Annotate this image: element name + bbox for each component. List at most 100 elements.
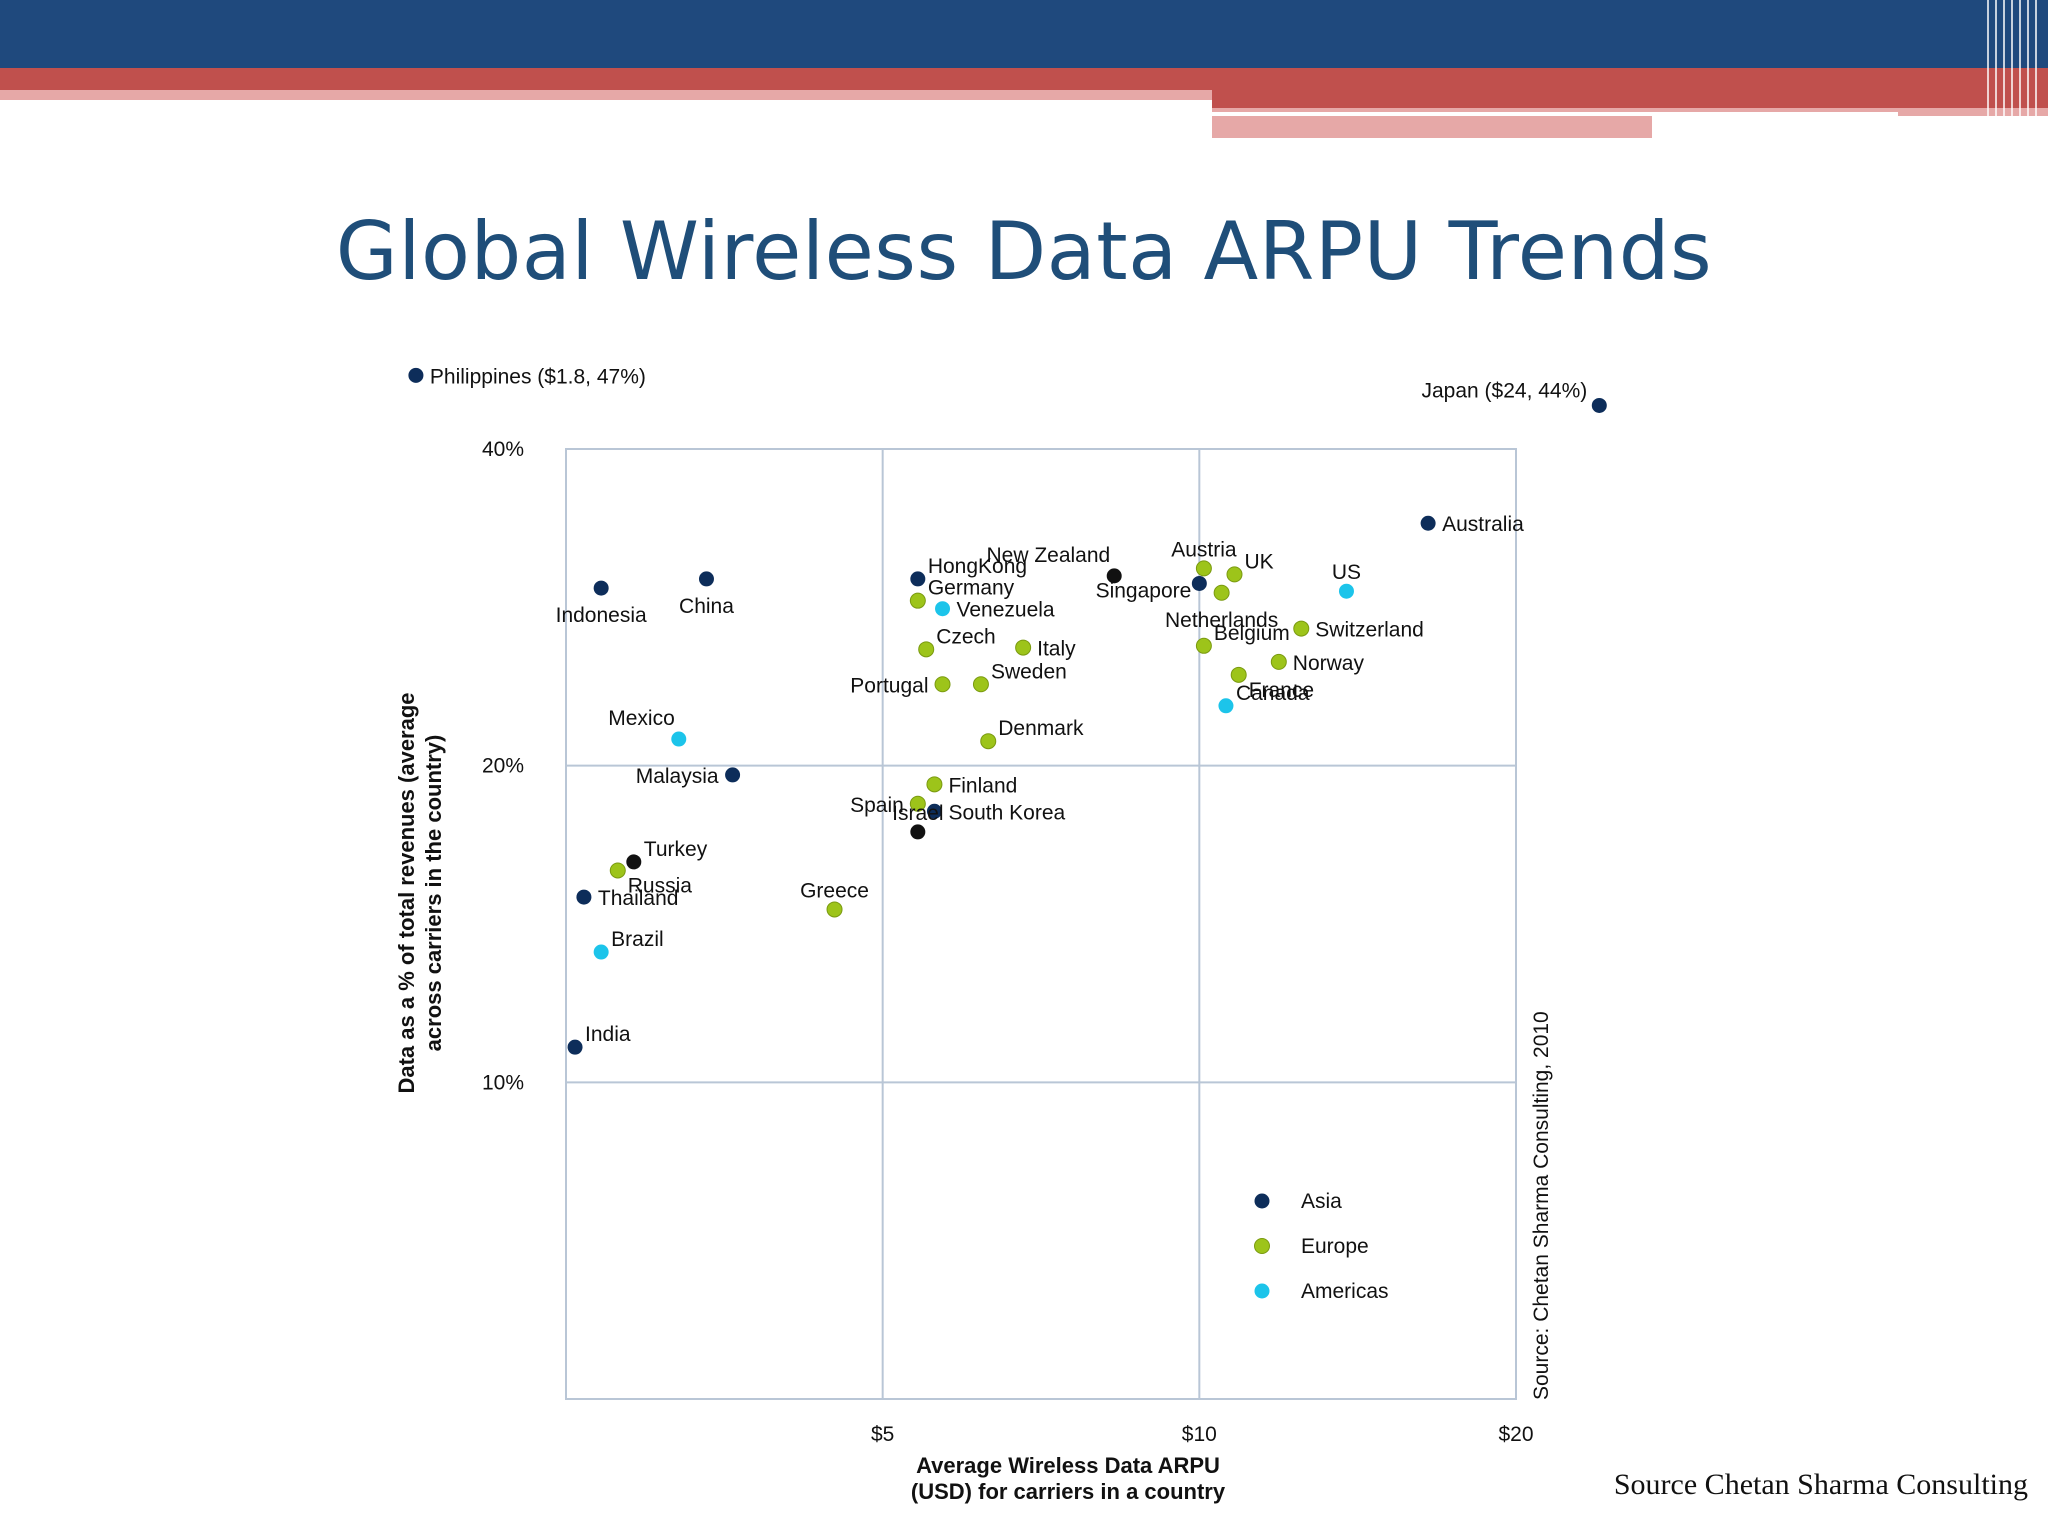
footer-source: Source Chetan Sharma Consulting [1613,1468,2028,1501]
data-point [1015,639,1032,656]
slide-header-banner [0,0,2048,138]
banner-pink-bar-bottom [1212,116,1652,138]
y-tick-label: 40% [482,438,524,461]
data-label: Mexico [608,707,675,730]
data-point [408,367,424,383]
data-point [1218,698,1234,714]
data-label: US [1332,561,1361,584]
data-point [1591,397,1607,413]
data-label: Philippines ($1.8, 47%) [430,365,646,388]
data-label: Japan ($24, 44%) [1422,379,1588,402]
data-point [1420,515,1436,531]
banner-edge-lines [1987,0,2037,138]
data-label: Spain [850,794,904,817]
x-axis-title: Average Wireless Data ARPU [916,1453,1220,1478]
data-point [909,592,926,609]
x-tick-label: $10 [1182,1423,1217,1446]
legend-marker [1254,1193,1270,1209]
data-label: Austria [1171,538,1237,561]
data-label: Czech [936,625,996,648]
data-label: Sweden [991,660,1067,683]
data-label: Australia [1442,513,1524,536]
data-point [910,824,926,840]
data-label: Turkey [644,838,708,861]
data-point [725,767,741,783]
data-point [1226,566,1243,583]
data-point [909,795,926,812]
data-label: Thailand [598,887,679,910]
y-tick-label: 10% [482,1071,524,1094]
x-axis-title: (USD) for carriers in a country [911,1479,1226,1504]
banner-red-bar [0,68,2048,90]
data-label: HongKong [928,555,1027,578]
data-point [935,601,951,617]
data-point [576,889,592,905]
data-point [698,571,714,587]
data-label: South Korea [948,801,1065,824]
y-tick-label: 20% [482,755,524,778]
data-point [609,862,626,879]
data-label: Portugal [850,674,928,697]
data-label: Malaysia [636,765,719,788]
banner-blue-bar [0,0,2048,68]
data-label: Denmark [998,717,1084,740]
data-label: UK [1244,550,1273,573]
data-point [593,580,609,596]
data-point [1106,568,1122,584]
y-axis-title: across carriers in the country) [421,735,446,1052]
data-point [926,776,943,793]
banner-pink-bar-left [0,90,1212,100]
slide-title: Global Wireless Data ARPU Trends [335,205,1713,298]
legend-marker [1254,1238,1270,1254]
data-point [826,901,843,918]
data-point [1293,620,1310,637]
data-point [918,641,935,658]
data-point [1338,583,1354,599]
data-point [567,1039,583,1055]
data-point [1213,584,1230,601]
data-point [980,733,997,750]
data-label: France [1249,679,1314,702]
banner-white-stripe [1212,112,1898,116]
data-point [1195,560,1212,577]
data-point [926,803,942,819]
data-label: Indonesia [556,604,647,627]
data-label: Venezuela [957,599,1055,622]
data-label: Canada [1236,682,1310,705]
legend-label: Europe [1301,1235,1369,1258]
data-point [671,731,687,747]
source-note: Source: Chetan Sharma Consulting, 2010 [1530,1011,1553,1400]
data-point [972,676,989,693]
legend-marker [1254,1283,1270,1299]
data-label: Belgium [1214,622,1290,645]
x-tick-label: $20 [1498,1423,1533,1446]
data-point [1195,637,1212,654]
data-label: Netherlands [1165,609,1278,632]
data-point [1270,653,1287,670]
data-label: Russia [628,874,693,897]
legend-label: Asia [1301,1190,1342,1213]
data-label: India [585,1023,631,1046]
data-point [1191,575,1207,591]
data-label: Singapore [1096,579,1192,602]
data-point [626,854,642,870]
data-point [934,676,951,693]
plot-frame [565,448,1517,1400]
data-label: Norway [1293,652,1365,675]
data-point [910,571,926,587]
data-label: Israel [892,802,943,825]
y-axis-title: Data as a % of total revenues (average [394,692,419,1093]
data-label: Germany [928,577,1015,600]
data-point [593,944,609,960]
data-label: Brazil [611,928,664,951]
legend-label: Americas [1301,1280,1389,1303]
data-label: Finland [948,774,1017,797]
x-tick-label: $5 [871,1423,894,1446]
data-label: China [679,595,734,618]
data-label: New Zealand [986,544,1110,567]
banner-red-bar-right [1212,90,2048,108]
data-label: Italy [1037,638,1076,661]
data-point [1230,666,1247,683]
data-label: Switzerland [1315,619,1424,642]
